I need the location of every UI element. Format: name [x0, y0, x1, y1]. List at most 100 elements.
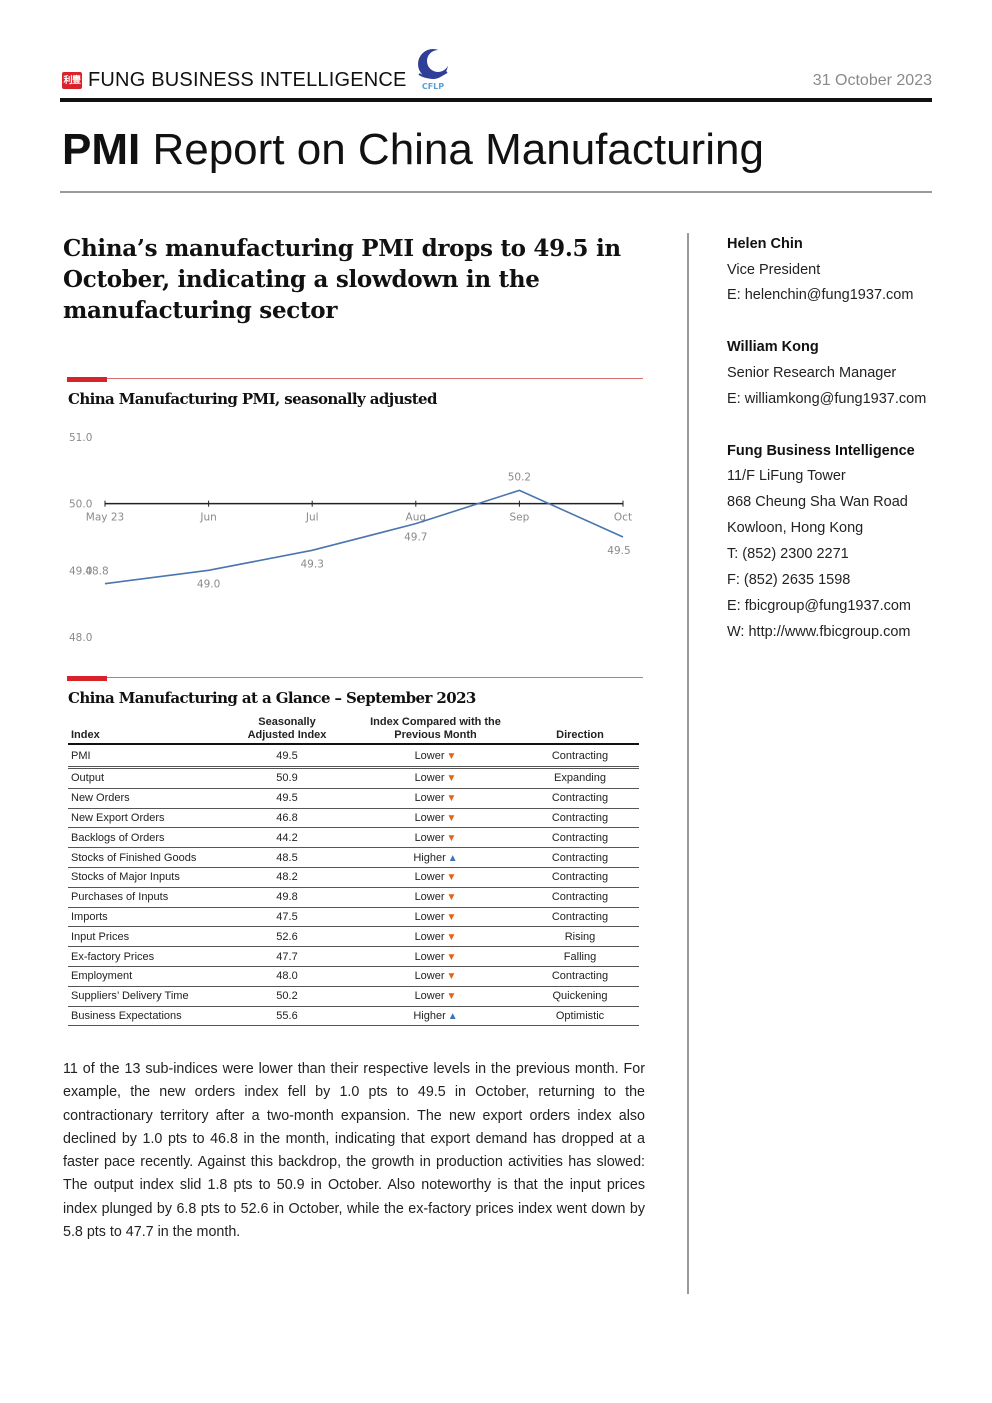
cell-compare: Lower ▼: [350, 867, 521, 888]
arrow-down-icon: ▼: [446, 971, 457, 983]
cell-compare-text: Lower: [414, 930, 445, 943]
x-tick-label: Jul: [305, 512, 319, 524]
report-date: 31 October 2023: [812, 72, 932, 89]
org-address-line2: 868 Cheung Sha Wan Road: [727, 494, 908, 510]
cell-compare: Lower ▼: [350, 788, 521, 809]
cell-direction: Rising: [521, 926, 639, 948]
cell-compare: Lower ▼: [350, 986, 521, 1007]
body-paragraph: 11 of the 13 sub-indices were lower than…: [63, 1061, 645, 1241]
cell-index: Output: [68, 767, 224, 789]
org-website[interactable]: W: http://www.fbicgroup.com: [727, 624, 911, 640]
cell-value: 49.5: [224, 744, 350, 769]
cell-compare-text: Lower: [414, 970, 445, 983]
arrow-down-icon: ▼: [446, 911, 457, 923]
cell-value: 49.8: [224, 887, 350, 908]
col-header-sa-line2: Adjusted Index: [247, 729, 327, 741]
cell-value: 47.7: [224, 946, 350, 967]
chart-section-title: China Manufacturing PMI, seasonally adju…: [68, 390, 437, 408]
x-tick-label: May 23: [86, 512, 124, 524]
cell-compare-text: Lower: [414, 871, 445, 884]
cell-index: Employment: [68, 966, 224, 987]
table-section-bar: [67, 676, 643, 682]
data-label: 50.2: [508, 471, 531, 483]
arrow-down-icon: ▼: [446, 812, 457, 824]
cflp-logo-icon: CFLP: [410, 46, 456, 92]
x-tick-label: Aug: [406, 512, 427, 524]
chart-section-bar: [67, 377, 643, 383]
arrow-down-icon: ▼: [446, 750, 457, 762]
arrow-up-icon: ▲: [447, 1010, 458, 1022]
table-row: Output 50.9 Lower ▼ Expanding: [68, 767, 639, 789]
cell-value: 50.9: [224, 767, 350, 789]
col-header-index: Index: [68, 716, 224, 745]
cflp-logo-text: CFLP: [422, 82, 444, 91]
cell-index: Backlogs of Orders: [68, 827, 224, 849]
contact2-title: Senior Research Manager: [727, 365, 897, 381]
cell-direction: Quickening: [521, 986, 639, 1007]
cell-direction: Contracting: [521, 867, 639, 888]
y-axis-ticks: 51.0 50.0 49.0 48.0: [69, 432, 92, 644]
page-title: PMI Report on China Manufacturing: [62, 124, 764, 176]
data-label: 49.7: [404, 532, 427, 544]
cell-compare: Lower ▼: [350, 966, 521, 987]
table-section-title: China Manufacturing at a Glance – Septem…: [68, 689, 476, 707]
y-tick-label: 48.0: [69, 632, 92, 644]
cell-index: Purchases of Inputs: [68, 887, 224, 908]
cell-compare: Lower ▼: [350, 808, 521, 829]
cell-direction: Expanding: [521, 767, 639, 789]
cell-compare: Lower ▼: [350, 767, 521, 789]
arrow-down-icon: ▼: [446, 892, 457, 904]
col-header-compare: Index Compared with the Previous Month: [350, 716, 521, 745]
table-row: Backlogs of Orders 44.2 Lower ▼ Contracting: [68, 827, 639, 849]
cell-compare: Lower ▼: [350, 887, 521, 908]
cell-index: New Orders: [68, 788, 224, 809]
org-address-line3: Kowloon, Hong Kong: [727, 520, 864, 536]
arrow-down-icon: ▼: [446, 832, 457, 844]
cell-direction: Falling: [521, 946, 639, 967]
cell-compare: Lower ▼: [350, 827, 521, 849]
arrow-down-icon: ▼: [446, 991, 457, 1003]
cell-value: 48.2: [224, 867, 350, 888]
cell-compare-text: Lower: [414, 950, 445, 963]
cell-compare: Lower ▼: [350, 946, 521, 967]
cell-compare: Higher ▲: [350, 1006, 521, 1027]
contact2-email[interactable]: E: williamkong@fung1937.com: [727, 391, 927, 407]
data-label: 49.5: [607, 545, 630, 557]
arrow-down-icon: ▼: [446, 931, 457, 943]
cell-direction: Contracting: [521, 788, 639, 809]
cell-index: Imports: [68, 907, 224, 928]
cell-index: New Export Orders: [68, 808, 224, 829]
cell-compare-text: Lower: [414, 811, 445, 824]
y-tick-label: 51.0: [69, 432, 92, 444]
brand-name: FUNG BUSINESS INTELLIGENCE: [88, 69, 407, 91]
cell-index: Ex-factory Prices: [68, 946, 224, 967]
cell-value: 49.5: [224, 788, 350, 809]
data-label: 48.8: [85, 566, 108, 578]
y-tick-label: 49.0: [69, 565, 92, 577]
table-header-row: Index Seasonally Adjusted Index Index Co…: [68, 716, 639, 745]
contact1-email[interactable]: E: helenchin@fung1937.com: [727, 287, 914, 303]
cell-compare-text: Lower: [414, 772, 445, 785]
arrow-down-icon: ▼: [446, 773, 457, 785]
cell-compare: Lower ▼: [350, 744, 521, 769]
col-header-sa-line1: Seasonally: [258, 716, 316, 728]
data-label: 49.0: [197, 578, 220, 590]
cell-index: Suppliers’ Delivery Time: [68, 986, 224, 1007]
org-email[interactable]: E: fbicgroup@fung1937.com: [727, 598, 911, 614]
table-body: PMI 49.5 Lower ▼ Contracting Output 50.9 Lower ▼…: [68, 744, 639, 1027]
cell-direction: Optimistic: [521, 1006, 639, 1027]
cell-compare: Higher ▲: [350, 847, 521, 868]
contact2-name: William Kong: [727, 339, 819, 355]
table-row: Stocks of Major Inputs 48.2 Lower ▼ Contract…: [68, 867, 639, 888]
cell-index: Business Expectations: [68, 1006, 224, 1027]
cell-index: Stocks of Major Inputs: [68, 867, 224, 888]
cell-value: 50.2: [224, 986, 350, 1007]
table-row: PMI 49.5 Lower ▼ Contracting: [68, 744, 639, 769]
arrow-down-icon: ▼: [446, 872, 457, 884]
col-header-compare-line1: Index Compared with the: [370, 716, 501, 728]
cell-value: 46.8: [224, 808, 350, 829]
glance-table: Index Seasonally Adjusted Index Index Co…: [68, 716, 639, 1027]
cell-direction: Contracting: [521, 966, 639, 987]
col-header-sa: Seasonally Adjusted Index: [224, 716, 350, 745]
table-row: New Orders 49.5 Lower ▼ Contracting: [68, 788, 639, 809]
